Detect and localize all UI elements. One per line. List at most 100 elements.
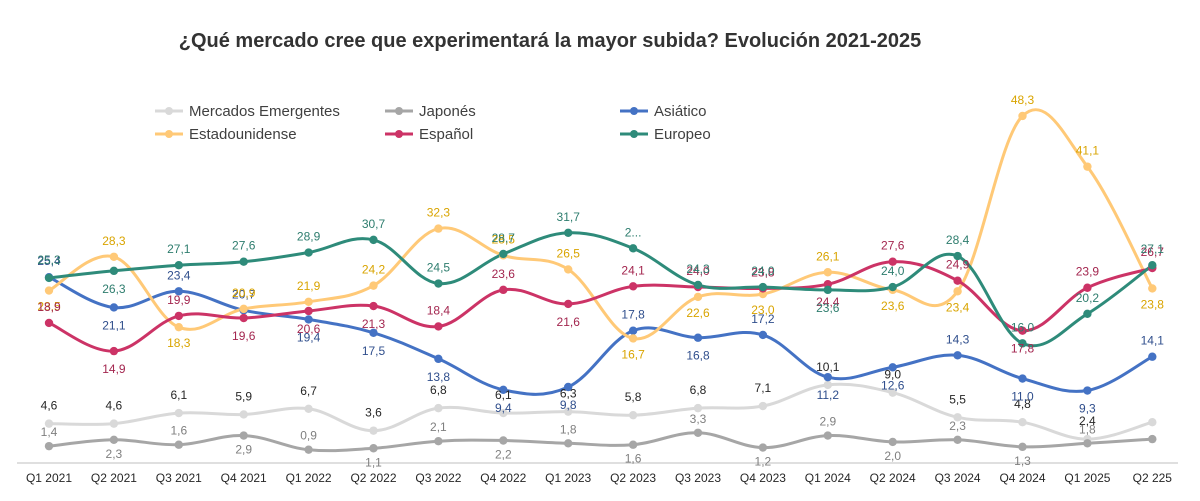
- data-point-asiatico: [174, 287, 183, 296]
- data-label-europeo: 24,3: [686, 262, 710, 276]
- series-line-europeo: [47, 231, 1154, 348]
- data-label-espanol: 24,0: [686, 264, 710, 278]
- data-label-europeo: 24,0: [881, 264, 905, 278]
- data-label-japones: 0,9: [300, 429, 317, 443]
- data-point-asiatico: [499, 385, 508, 395]
- data-point-japones: [1018, 442, 1027, 452]
- legend-marker-asiatico: [630, 107, 638, 115]
- data-point-mercados-emergentes: [564, 407, 573, 416]
- data-label-japones: 1,4: [41, 425, 58, 439]
- data-point-asiatico: [564, 382, 573, 392]
- data-point-espanol: [44, 318, 54, 328]
- data-point-estadounidense: [693, 292, 703, 302]
- data-label-estadounidense: 48,3: [1011, 93, 1035, 107]
- data-labels: 4,6 4,6 6,1 5,9 6,7 3,6 6,8 6,1 6,3 5,8 6,8 7,1 10,1…: [37, 93, 1164, 469]
- data-label-japones: 2,3: [106, 447, 123, 461]
- data-point-europeo: [758, 282, 768, 292]
- data-point-espanol: [109, 346, 119, 356]
- data-label-mercados-emergentes: 3,6: [365, 406, 382, 420]
- data-point-europeo: [1018, 339, 1027, 348]
- x-tick-label: Q4 2024: [999, 471, 1045, 485]
- data-label-estadounidense: 24,2: [362, 263, 386, 277]
- data-label-espanol: 21,3: [362, 317, 386, 331]
- data-label-estadounidense: 28,5: [492, 232, 516, 246]
- x-tick-label: Q3 2024: [935, 471, 981, 485]
- x-tick-label: Q2 225: [1133, 471, 1173, 485]
- data-label-europeo: 25,3: [37, 253, 61, 267]
- data-point-japones: [628, 440, 638, 449]
- data-label-japones: 3,3: [690, 412, 707, 426]
- data-label-espanol: 18,9: [37, 300, 61, 314]
- data-label-mercados-emergentes: 5,8: [625, 390, 642, 404]
- data-label-estadounidense: 20,9: [232, 286, 256, 300]
- data-point-estadounidense: [239, 304, 248, 314]
- series-points: [44, 111, 1157, 454]
- data-point-mercados-emergentes: [239, 410, 248, 419]
- data-label-japones: 1,8: [1079, 422, 1096, 436]
- legend-label-japones: Japonés: [419, 103, 476, 120]
- data-point-europeo: [953, 251, 962, 261]
- data-point-asiatico: [758, 330, 768, 340]
- data-label-estadounidense: 41,1: [1076, 144, 1100, 158]
- x-tick-label: Q3 2023: [675, 471, 721, 485]
- data-point-estadounidense: [369, 281, 378, 290]
- data-point-mercados-emergentes: [823, 380, 832, 390]
- data-point-europeo: [564, 228, 573, 238]
- data-point-mercados-emergentes: [434, 403, 443, 413]
- x-tick-label: Q1 2025: [1064, 471, 1110, 485]
- data-label-mercados-emergentes: 6,1: [495, 388, 512, 402]
- x-tick-label: Q2 2023: [610, 471, 656, 485]
- data-label-mercados-emergentes: 6,7: [300, 384, 317, 398]
- data-point-mercados-emergentes: [888, 388, 897, 397]
- data-point-espanol: [499, 285, 508, 295]
- data-label-estadounidense: 23,6: [881, 299, 905, 313]
- data-point-mercados-emergentes: [758, 401, 768, 411]
- data-label-estadounidense: 18,3: [167, 336, 191, 350]
- data-label-espanol: 19,6: [232, 329, 256, 343]
- data-point-japones: [1148, 434, 1157, 444]
- data-label-asiatico: 9,8: [560, 398, 577, 412]
- data-point-espanol: [1083, 283, 1092, 292]
- data-point-japones: [434, 437, 443, 446]
- data-point-japones: [953, 435, 962, 445]
- data-point-espanol: [174, 311, 183, 321]
- legend-label-mercados-emergentes: Mercados Emergentes: [189, 103, 340, 120]
- data-point-estadounidense: [174, 322, 183, 332]
- data-label-japones: 1,3: [1014, 454, 1031, 468]
- data-point-japones: [693, 428, 703, 437]
- data-label-mercados-emergentes: 6,8: [690, 383, 707, 397]
- legend-label-estadounidense: Estadounidense: [189, 126, 297, 143]
- data-point-japones: [174, 440, 183, 449]
- data-label-japones: 2,2: [495, 448, 512, 462]
- data-label-japones: 1,1: [365, 455, 382, 469]
- data-point-estadounidense: [434, 224, 443, 233]
- data-point-japones: [1083, 439, 1092, 448]
- data-label-espanol: 20,6: [297, 322, 321, 336]
- data-label-europeo: 28,4: [946, 233, 970, 247]
- data-label-espanol: 23,9: [1076, 265, 1100, 279]
- data-label-europeo: 30,7: [362, 217, 386, 231]
- data-point-europeo: [109, 266, 119, 276]
- data-point-europeo: [693, 280, 703, 290]
- x-tick-label: Q3 2022: [415, 471, 461, 485]
- data-label-europeo: 28,7: [492, 231, 516, 245]
- data-label-asiatico: 11,0: [1011, 390, 1034, 404]
- legend-label-espanol: Español: [419, 126, 473, 143]
- data-label-estadounidense: 26,5: [557, 246, 581, 260]
- data-label-asiatico: 20,7: [232, 287, 256, 301]
- data-point-europeo: [1148, 261, 1157, 270]
- data-label-estadounidense: 23,4: [946, 300, 970, 314]
- data-point-estadounidense: [953, 287, 962, 296]
- data-label-mercados-emergentes: 4,6: [106, 399, 123, 413]
- series-line-mercados-emergentes: [47, 382, 1154, 441]
- data-label-europeo: 2...: [625, 225, 642, 239]
- data-point-japones: [304, 445, 313, 454]
- data-label-asiatico: 21,1: [102, 318, 126, 332]
- data-label-estadounidense: 23,5: [37, 300, 61, 314]
- data-point-espanol: [564, 299, 573, 309]
- data-label-espanol: 19,9: [167, 293, 191, 307]
- data-point-asiatico: [953, 351, 962, 360]
- data-label-mercados-emergentes: 10,1: [816, 360, 840, 374]
- data-label-europeo: 24,5: [427, 261, 451, 275]
